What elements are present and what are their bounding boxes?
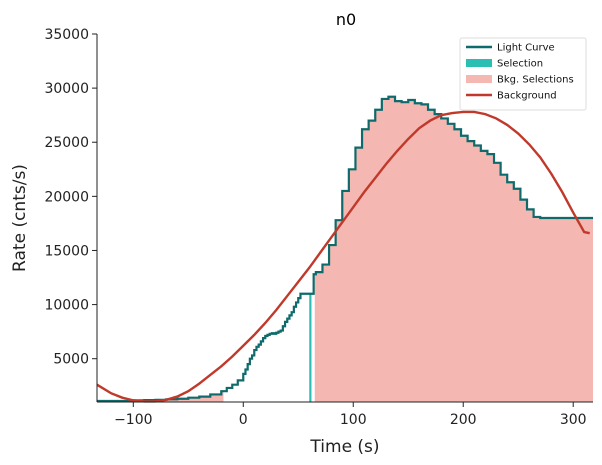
legend-box — [459, 37, 587, 111]
x-tick-label: 100 — [340, 412, 367, 428]
legend-swatch-bkg_selection — [466, 75, 492, 83]
selection-region — [309, 293, 312, 402]
y-tick-label: 30000 — [44, 81, 89, 97]
legend-label-bkg_selection: Bkg. Selections — [497, 75, 574, 86]
x-tick-label: −100 — [114, 412, 152, 428]
y-tick-label: 5000 — [53, 352, 89, 368]
ticks: −100 0 100 200 300 5000 10000 15000 20000 25000 30… — [44, 27, 586, 428]
plot-area — [96, 95, 593, 403]
x-tick-label: 200 — [450, 412, 477, 428]
bkg-selection-region-2 — [314, 96, 593, 402]
legend-swatch-selection — [466, 59, 492, 67]
y-tick-label: 25000 — [44, 135, 89, 151]
light-curve-line — [97, 95, 593, 403]
x-tick-label: 300 — [560, 412, 587, 428]
y-axis-label: Rate (cnts/s) — [10, 164, 30, 272]
x-tick-label: 0 — [239, 412, 248, 428]
axes — [96, 34, 593, 403]
legend-label-light_curve: Light Curve — [497, 43, 555, 54]
chart-title: n0 — [336, 10, 356, 29]
bkg-selection-region-1 — [97, 391, 224, 402]
legend: Light Curve Selection Bkg. Selections Backg… — [459, 37, 587, 111]
y-tick-label: 20000 — [44, 189, 89, 205]
legend-label-background: Background — [497, 91, 557, 102]
y-tick-label: 15000 — [44, 243, 89, 259]
y-tick-label: 10000 — [44, 298, 89, 314]
legend-label-selection: Selection — [497, 59, 543, 70]
x-axis-label: Time (s) — [309, 437, 379, 457]
y-tick-label: 35000 — [44, 27, 89, 43]
background-curve-line — [96, 110, 590, 403]
